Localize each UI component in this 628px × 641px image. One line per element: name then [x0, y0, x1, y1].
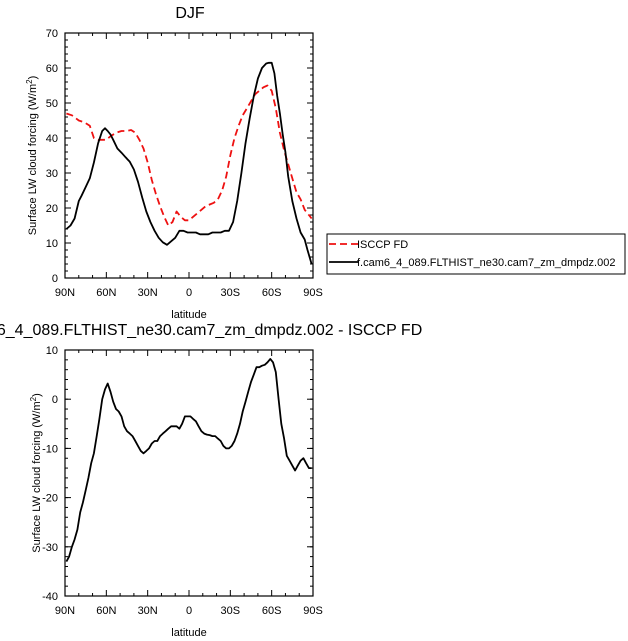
y-tick-label: 0	[52, 273, 58, 285]
y-tick-label: -30	[42, 542, 58, 554]
y-tick-label: 60	[46, 63, 58, 75]
y-axis-label: Surface LW cloud forcing (W/m2)	[25, 76, 40, 236]
y-axis-label: Surface LW cloud forcing (W/m2)	[29, 393, 44, 553]
y-tick-label: 40	[46, 133, 58, 145]
chart-panel-1: DJF 90N 60N 30N 0 30S 60S 90S 0 10 20 30 40 50 60 70 lat…	[25, 5, 626, 321]
legend-label: f.cam6_4_089.FLTHIST_ne30.cam7_zm_dmpdz.…	[357, 257, 615, 269]
x-tick-label: 30S	[221, 287, 241, 299]
y-tick-label: 10	[46, 238, 58, 250]
y-tick-label: -40	[42, 591, 58, 603]
y-tick-label: -20	[42, 493, 58, 505]
plot-frame	[64, 32, 314, 279]
y-tick-label: 20	[46, 203, 58, 215]
chart-title: f.cam6_4_089.FLTHIST_ne30.cam7_zm_dmpdz.…	[0, 322, 422, 339]
chart-panel-2: f.cam6_4_089.FLTHIST_ne30.cam7_zm_dmpdz.…	[0, 322, 422, 639]
y-tick-label: -10	[42, 443, 58, 455]
plot-frame	[64, 349, 314, 597]
legend-label: ISCCP FD	[357, 239, 408, 251]
x-tick-label: 30N	[138, 605, 158, 617]
x-tick-label: 90S	[303, 287, 323, 299]
x-axis-label: latitude	[171, 309, 206, 321]
series-line-1	[66, 84, 313, 227]
chart-title: DJF	[175, 5, 205, 22]
x-tick-label: 30S	[221, 605, 241, 617]
y-tick-label: 10	[46, 345, 58, 357]
legend-box	[326, 233, 626, 275]
x-tick-label: 60S	[262, 605, 282, 617]
legend: ISCCP FD f.cam6_4_089.FLTHIST_ne30.cam7_z…	[326, 233, 626, 275]
x-tick-label: 90S	[303, 605, 323, 617]
x-tick-label: 60N	[96, 605, 116, 617]
y-tick-label: 70	[46, 28, 58, 40]
y-tick-label: 0	[52, 394, 58, 406]
x-axis-label: latitude	[171, 627, 206, 639]
series-line-2	[65, 61, 313, 265]
x-tick-label: 60N	[96, 287, 116, 299]
x-tick-label: 90N	[55, 287, 75, 299]
x-tick-label: 30N	[138, 287, 158, 299]
y-tick-label: 50	[46, 98, 58, 110]
x-tick-label: 0	[186, 287, 192, 299]
y-tick-label: 30	[46, 168, 58, 180]
x-tick-label: 0	[186, 605, 192, 617]
series-line-1	[65, 357, 312, 563]
x-tick-label: 60S	[262, 287, 282, 299]
x-tick-label: 90N	[55, 605, 75, 617]
